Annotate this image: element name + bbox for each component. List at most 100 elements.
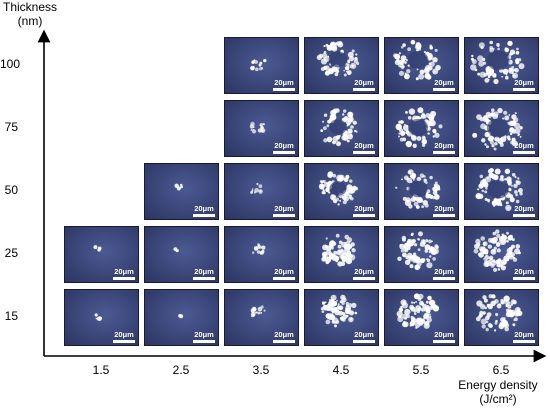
x-tick-label: 5.5 — [412, 363, 430, 377]
micrograph-tile: 20μm — [224, 37, 299, 94]
scale-bar-line — [353, 214, 375, 217]
scale-bar-line — [353, 277, 375, 280]
scale-bar: 20μm — [513, 142, 535, 154]
damage-pattern — [250, 305, 266, 318]
damage-pattern — [396, 293, 440, 329]
scale-bar-line — [513, 88, 535, 91]
scale-bar: 20μm — [273, 205, 295, 217]
scale-bar-line — [513, 340, 535, 343]
damage-pattern — [251, 243, 266, 255]
scale-bar: 20μm — [353, 79, 375, 91]
damage-pattern — [395, 169, 441, 209]
damage-pattern — [318, 171, 358, 206]
micrograph-tile: 20μm — [384, 100, 459, 157]
damage-pattern — [475, 294, 523, 332]
scale-bar-label: 20μm — [194, 267, 214, 276]
scale-bar: 20μm — [273, 331, 295, 343]
scale-bar-label: 20μm — [354, 204, 374, 213]
micrograph-tile: 20μm — [384, 163, 459, 220]
scale-bar: 20μm — [433, 205, 455, 217]
damage-pattern — [178, 314, 184, 319]
scale-bar-label: 20μm — [194, 330, 214, 339]
x-tick-label: 2.5 — [172, 363, 190, 377]
scale-bar-label: 20μm — [514, 204, 534, 213]
scale-bar-line — [353, 151, 375, 154]
x-axis-title-line2: (J/cm²) — [479, 392, 517, 406]
scale-bar-label: 20μm — [194, 204, 214, 213]
scale-bar-label: 20μm — [354, 330, 374, 339]
scale-bar-label: 20μm — [434, 78, 454, 87]
x-tick-label: 1.5 — [92, 363, 110, 377]
scale-bar: 20μm — [273, 268, 295, 280]
micrograph-tile: 20μm — [224, 226, 299, 283]
scale-bar-line — [353, 88, 375, 91]
scale-bar: 20μm — [513, 79, 535, 91]
damage-pattern — [316, 41, 360, 77]
scale-bar-line — [433, 277, 455, 280]
scale-bar-line — [273, 151, 295, 154]
micrograph-tile: 20μm — [224, 289, 299, 346]
scale-bar-line — [433, 151, 455, 154]
scale-bar: 20μm — [193, 268, 215, 280]
micrograph-tile: 20μm — [64, 289, 139, 346]
scale-bar: 20μm — [513, 268, 535, 280]
y-axis-title-line2: (nm) — [17, 14, 43, 28]
micrograph-tile: 20μm — [224, 163, 299, 220]
y-tick-label: 50 — [4, 183, 18, 197]
scale-bar-line — [193, 214, 215, 217]
scale-bar-label: 20μm — [274, 267, 294, 276]
damage-pattern — [173, 247, 179, 253]
scale-bar: 20μm — [353, 142, 375, 154]
scale-bar: 20μm — [353, 205, 375, 217]
micrograph-tile: 20μm — [384, 37, 459, 94]
scale-bar: 20μm — [113, 331, 135, 343]
damage-pattern — [93, 245, 102, 252]
scale-bar-line — [513, 151, 535, 154]
scale-bar-line — [273, 277, 295, 280]
y-tick-label: 15 — [4, 309, 18, 323]
micrograph-tile: 20μm — [64, 226, 139, 283]
micrograph-tile: 20μm — [144, 163, 219, 220]
scale-bar-label: 20μm — [434, 204, 454, 213]
scale-bar: 20μm — [433, 268, 455, 280]
scale-bar: 20μm — [513, 205, 535, 217]
scale-bar-label: 20μm — [514, 330, 534, 339]
micrograph-tile: 20μm — [464, 163, 539, 220]
damage-pattern — [250, 182, 263, 194]
scale-bar: 20μm — [273, 142, 295, 154]
scale-bar: 20μm — [193, 205, 215, 217]
micrograph-tile: 20μm — [304, 37, 379, 94]
damage-pattern — [393, 39, 441, 81]
scale-bar-label: 20μm — [514, 78, 534, 87]
scale-bar-label: 20μm — [274, 204, 294, 213]
scale-bar-label: 20μm — [514, 267, 534, 276]
micrograph-tile: 20μm — [464, 100, 539, 157]
scale-bar-label: 20μm — [274, 78, 294, 87]
y-tick-label: 75 — [4, 120, 18, 134]
scale-bar-label: 20μm — [274, 330, 294, 339]
micrograph-tile: 20μm — [224, 100, 299, 157]
scale-bar-line — [193, 340, 215, 343]
scale-bar-label: 20μm — [354, 78, 374, 87]
scale-bar-label: 20μm — [274, 141, 294, 150]
scale-bar-label: 20μm — [434, 330, 454, 339]
scale-bar-line — [273, 214, 295, 217]
y-tick-label: 25 — [4, 246, 18, 260]
scale-bar: 20μm — [433, 79, 455, 91]
damage-pattern — [94, 313, 102, 322]
x-axis-title: Energy density (J/cm²) — [446, 378, 550, 406]
damage-pattern — [249, 121, 266, 134]
scale-bar-label: 20μm — [514, 141, 534, 150]
micrograph-tile: 20μm — [464, 37, 539, 94]
damage-pattern — [321, 233, 356, 267]
micrograph-tile: 20μm — [304, 163, 379, 220]
x-tick-label: 6.5 — [492, 363, 510, 377]
scale-bar-line — [433, 88, 455, 91]
damage-pattern — [250, 58, 267, 72]
scale-bar: 20μm — [433, 331, 455, 343]
micrograph-tile: 20μm — [464, 226, 539, 283]
scale-bar-line — [113, 277, 135, 280]
x-axis-title-line1: Energy density — [458, 378, 538, 392]
micrograph-tile: 20μm — [384, 289, 459, 346]
